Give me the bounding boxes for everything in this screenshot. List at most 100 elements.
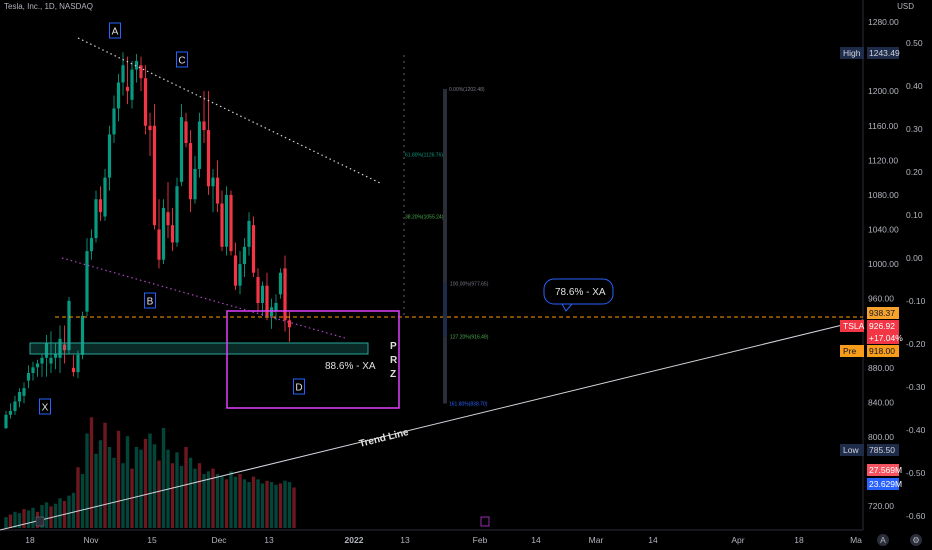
volume-bar: [67, 495, 71, 528]
price-tick: 1040.00: [868, 225, 899, 235]
fib-extension[interactable]: 0.00%(1202.48) 61.80%(1126.76) 38.20%(1055…: [405, 87, 489, 408]
volume-bar: [170, 463, 175, 528]
lower-channel-line[interactable]: [61, 257, 346, 339]
candle-body: [49, 357, 53, 364]
candle-body: [8, 411, 13, 415]
candle-body: [116, 82, 121, 109]
candle-body: [170, 225, 175, 243]
fib-level-label: 61.80%(1126.76): [405, 152, 443, 158]
price-tag-value: 918.00: [869, 346, 895, 356]
point-label-x: X: [42, 403, 49, 414]
time-axis[interactable]: 18 Nov 15 Dec 13 2022 13 Feb 14 Mar 14 Apr 18 Ma: [25, 535, 862, 545]
price-tag-name-bg: [840, 320, 864, 332]
candle-body: [188, 143, 193, 200]
volume-bar: [211, 468, 215, 528]
volume-bar: [4, 517, 8, 528]
price-tag-value: 785.50: [869, 445, 895, 455]
price-tag-name: Low: [843, 445, 859, 455]
candle-body: [143, 78, 148, 126]
point-label-b: B: [147, 297, 154, 308]
volume-bar: [242, 479, 247, 528]
candle-body: [283, 268, 287, 321]
volume-bar: [233, 476, 238, 528]
volume-bar: [157, 460, 161, 528]
candle-body: [193, 168, 197, 200]
price-tag-value: 938.37: [869, 308, 895, 318]
volume-bar: [8, 514, 13, 528]
percent-tick: 0.20: [906, 167, 923, 177]
volume-bar: [206, 471, 211, 528]
fib-level-label: 127.20%(916.49): [450, 334, 489, 340]
callout-bubble[interactable]: [543, 278, 614, 305]
time-tick: Ma: [850, 535, 862, 545]
volume-bar: [143, 438, 148, 528]
volume-bar: [103, 422, 107, 528]
time-tick: 14: [648, 535, 658, 545]
point-box: [109, 22, 121, 39]
candle-body: [22, 388, 26, 396]
price-tag-name-bg: [840, 47, 864, 59]
price-tick: 1080.00: [868, 190, 899, 200]
candle-body: [161, 207, 166, 260]
volume-bar: [85, 433, 89, 528]
volume-bar: [278, 483, 283, 528]
time-tick: 13: [400, 535, 410, 545]
price-tag-bg: [867, 307, 899, 319]
percent-tick: -0.40: [906, 425, 926, 435]
price-tag-name-bg: [840, 345, 864, 357]
price-tag-bg: [867, 47, 899, 59]
volume-bar: [274, 484, 278, 528]
volume-bar: [26, 510, 31, 528]
volume-bar: [31, 507, 35, 528]
volume-bar: [116, 430, 121, 528]
candle-body: [130, 69, 134, 100]
percent-tick: -0.10: [906, 296, 926, 306]
candle-body: [121, 65, 125, 83]
prz-label-z: Z: [390, 369, 396, 380]
corner-buttons[interactable]: A ⚙: [877, 534, 922, 546]
percent-axis[interactable]: 0.50 0.40 0.30 0.20 0.10 0.00 -0.10 -0.20 -0.30 -…: [906, 38, 926, 521]
prz-box[interactable]: [226, 310, 400, 409]
candle-body: [215, 177, 220, 204]
price-tick: 1160.00: [868, 121, 898, 131]
candle-body: [98, 199, 103, 213]
price-axis[interactable]: 720.00 800.00 840.00 880.00 960.00 1000.00 104…: [868, 17, 899, 511]
trend-line[interactable]: [0, 319, 864, 531]
candle-body: [251, 225, 256, 273]
fib-level-label: 38.20%(1055.24): [405, 214, 444, 220]
volume-bar: [265, 480, 269, 528]
volume-bar: [220, 476, 224, 528]
candle-body: [206, 130, 211, 187]
pattern-points[interactable]: X A B C D: [39, 22, 305, 415]
point-box: [39, 398, 51, 415]
volume-bar: [184, 447, 188, 528]
candle-body: [274, 302, 278, 312]
candle-body: [125, 86, 130, 92]
xa-ratio-label: 88.6% - XA: [325, 361, 376, 372]
candle-body: [184, 121, 188, 144]
candle-body: [233, 255, 238, 286]
candle-body: [220, 203, 224, 247]
earnings-marker[interactable]: [35, 516, 45, 527]
event-marker[interactable]: [480, 516, 490, 527]
candle-body: [152, 125, 157, 226]
candle-body: [224, 194, 229, 247]
volume-bar: [269, 482, 274, 528]
price-tag-bg: [867, 320, 899, 332]
volume-bar: [40, 505, 44, 528]
upper-channel-line[interactable]: [77, 37, 381, 184]
candle-body: [4, 414, 8, 429]
volume-bar: [229, 471, 233, 528]
time-tick: Dec: [211, 535, 227, 545]
time-tick: 18: [25, 535, 35, 545]
candle-body: [211, 177, 215, 187]
price-tag-bg: [867, 464, 899, 476]
support-zone[interactable]: [29, 342, 369, 355]
candle-body: [53, 354, 58, 358]
volume-bar: [148, 433, 152, 528]
volume-bar: [13, 511, 17, 528]
price-tag-bg: [867, 332, 899, 344]
time-tick: Nov: [83, 535, 99, 545]
percent-tick: 0.40: [906, 81, 923, 91]
